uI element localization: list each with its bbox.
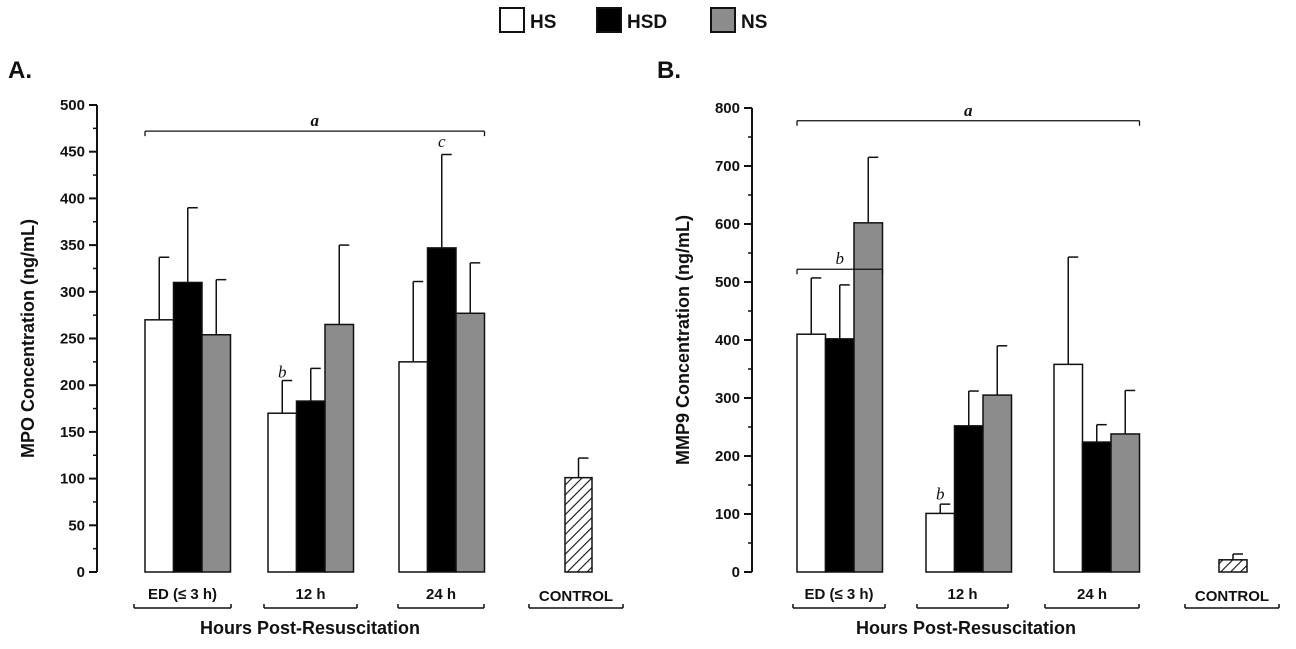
y-tick-label: 450 — [60, 144, 85, 161]
bar-hs-0 — [796, 333, 827, 573]
x-category-label: 12 h — [295, 586, 325, 603]
y-tick-label: 500 — [715, 274, 740, 291]
y-tick-label: 100 — [60, 471, 85, 488]
legend: HS HSD NS — [499, 7, 767, 33]
x-axis-title: Hours Post-Resuscitation — [200, 618, 420, 638]
y-tick-label: 200 — [60, 377, 85, 394]
significance-label: b — [936, 485, 945, 504]
y-axis-title: MPO Concentration (ng/mL) — [18, 219, 38, 458]
bar-hs-2 — [1053, 363, 1084, 573]
y-tick-label: 700 — [715, 158, 740, 175]
y-tick-label: 300 — [60, 284, 85, 301]
y-tick-label: 150 — [60, 424, 85, 441]
legend-label-hs: HS — [530, 12, 556, 33]
control-label: CONTROL — [1195, 588, 1269, 605]
x-category-label: 12 h — [947, 586, 977, 603]
legend-label-ns: NS — [741, 12, 767, 33]
bar-hsd-0 — [824, 338, 855, 573]
y-tick-label: 800 — [715, 100, 740, 117]
bar-hs-2 — [398, 361, 429, 573]
x-category-label: 24 h — [426, 586, 456, 603]
y-tick-label: 0 — [732, 564, 740, 581]
y-tick-label: 50 — [68, 517, 85, 534]
bar-hs-1 — [925, 512, 956, 573]
y-tick-label: 400 — [60, 190, 85, 207]
panel-a: A. 0 50 100 150 200 250 300 350 400 450 500 MPO Conc… — [8, 57, 624, 638]
panel-label: B. — [657, 57, 681, 84]
y-tick-label: 100 — [715, 506, 740, 523]
x-category-label: ED (≤ 3 h) — [148, 586, 217, 603]
x-category-label: ED (≤ 3 h) — [804, 586, 873, 603]
panels: A. 0 50 100 150 200 250 300 350 400 450 500 MPO Conc… — [8, 57, 1280, 638]
x-category-label: 24 h — [1077, 586, 1107, 603]
bar-ns-2 — [455, 312, 486, 573]
bar-hsd-1 — [953, 425, 984, 573]
legend-label-hsd: HSD — [627, 12, 667, 33]
y-tick-label: 400 — [715, 332, 740, 349]
bar-ns-2 — [1110, 433, 1141, 573]
control-bar — [564, 476, 593, 573]
significance-label: b — [836, 249, 845, 268]
legend-swatch-hsd — [596, 7, 622, 33]
legend-swatch-hs — [499, 7, 525, 33]
panel-label: A. — [8, 57, 32, 84]
bar-ns-0 — [853, 222, 884, 573]
y-tick-label: 300 — [715, 390, 740, 407]
panel-b: B. 0 100 200 300 400 500 600 700 800 MMP9 Concentr… — [657, 57, 1280, 638]
significance-label: a — [311, 111, 320, 130]
bar-hsd-0 — [172, 281, 203, 573]
bar-hs-0 — [144, 319, 175, 573]
bar-ns-1 — [324, 323, 355, 573]
y-tick-label: 350 — [60, 237, 85, 254]
x-axis-title: Hours Post-Resuscitation — [856, 618, 1076, 638]
significance-label: b — [278, 363, 287, 382]
y-tick-label: 200 — [715, 448, 740, 465]
y-axis-title: MMP9 Concentration (ng/mL) — [673, 215, 693, 465]
significance-label: c — [438, 132, 446, 151]
y-tick-label: 0 — [77, 564, 85, 581]
significance-label: a — [964, 101, 973, 120]
bar-hsd-1 — [295, 400, 326, 573]
y-tick-label: 600 — [715, 216, 740, 233]
bar-hs-1 — [267, 412, 298, 573]
bar-hsd-2 — [426, 247, 457, 573]
legend-swatch-ns — [710, 7, 736, 33]
bar-ns-0 — [201, 334, 232, 573]
y-tick-label: 500 — [60, 97, 85, 114]
control-label: CONTROL — [539, 588, 613, 605]
y-tick-label: 250 — [60, 331, 85, 348]
control-bar — [1218, 559, 1248, 573]
bar-hsd-2 — [1081, 441, 1112, 573]
bar-ns-1 — [982, 394, 1013, 573]
